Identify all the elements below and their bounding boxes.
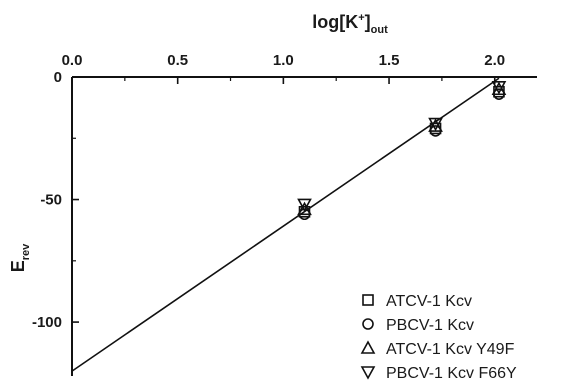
legend-marker-1: [362, 318, 374, 330]
x-axis-title: log[K+]out: [312, 12, 388, 36]
legend-label-1: PBCV-1 Kcv: [386, 317, 474, 334]
x-tick-label-2: 1.0: [273, 52, 294, 69]
fit-layer: [71, 77, 500, 372]
legend-label-2: ATCV-1 Kcv Y49F: [386, 341, 515, 358]
legend-label-0: ATCV-1 Kcv: [386, 293, 472, 310]
x-axis-title-close: ]: [365, 12, 371, 32]
y-axis-title: Erev: [8, 243, 32, 272]
x-tick-label-0: 0.0: [62, 52, 83, 69]
axes-layer: 0.0 0.5 1.0 1.5 2.0 0 -50 -100: [32, 52, 537, 376]
legend-marker-3: [360, 366, 376, 380]
y-tick-label-0: 0: [54, 69, 62, 86]
fit-line: [71, 77, 500, 372]
y-axis-title-main: E: [8, 260, 28, 272]
x-tick-label-3: 1.5: [379, 52, 400, 69]
x-axis-title-sub: out: [371, 24, 388, 36]
y-tick-label-2: -100: [32, 314, 62, 331]
point-s2-p0: [297, 201, 312, 216]
legend-label-3: PBCV-1 Kcv F66Y: [386, 365, 517, 382]
x-axis-title-main: log[K: [312, 12, 358, 32]
point-s3-p0: [297, 198, 312, 213]
legend-layer: ATCV-1 Kcv PBCV-1 Kcv ATCV-1 Kcv Y49F PBCV-…: [360, 293, 517, 382]
point-s3-p1: [428, 117, 443, 132]
x-axis-title-sup: +: [358, 12, 364, 24]
legend-marker-0: [362, 294, 374, 306]
y-axis-title-sub: rev: [20, 243, 32, 260]
y-tick-label-1: -50: [40, 192, 62, 209]
x-tick-label-1: 0.5: [167, 52, 188, 69]
point-s3-p2: [491, 81, 507, 95]
x-tick-label-4: 2.0: [484, 52, 505, 69]
legend-marker-2: [360, 340, 376, 354]
marker-layer: [297, 81, 507, 221]
